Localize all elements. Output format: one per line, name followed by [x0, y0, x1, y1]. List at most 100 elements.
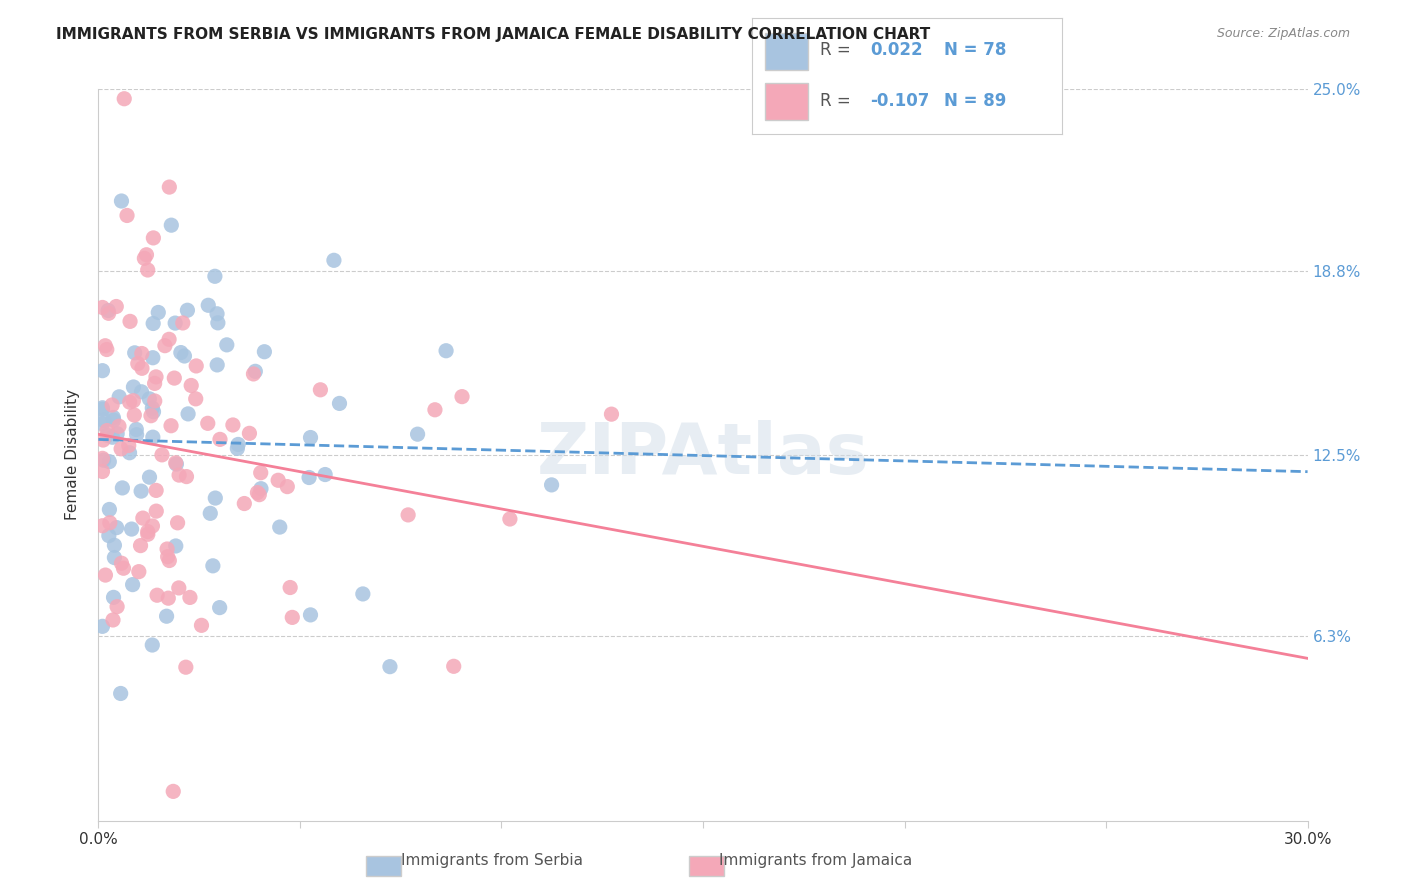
Point	[121, 522, 143, 536]
Point	[128, 565, 150, 579]
Point	[167, 581, 190, 595]
Point	[176, 469, 198, 483]
Point	[146, 588, 169, 602]
Point	[204, 269, 226, 284]
Point	[91, 402, 114, 417]
Point	[157, 180, 180, 194]
Point	[242, 367, 264, 381]
Point	[443, 659, 465, 673]
Point	[215, 338, 238, 352]
Point	[110, 194, 132, 208]
Point	[222, 417, 245, 432]
Point	[101, 430, 124, 444]
Y-axis label: Female Disability: Female Disability	[65, 389, 80, 521]
Point	[111, 481, 134, 495]
Point	[110, 556, 132, 570]
Point	[103, 550, 125, 565]
Point	[160, 218, 183, 232]
Point	[165, 456, 187, 470]
Point	[314, 467, 336, 482]
Point	[142, 317, 165, 331]
Point	[200, 506, 222, 520]
Point	[125, 422, 148, 436]
Point	[156, 549, 179, 564]
Point	[125, 427, 148, 442]
Text: R =: R =	[820, 41, 856, 59]
Point	[281, 610, 304, 624]
Point	[131, 384, 153, 399]
Point	[163, 371, 186, 385]
Point	[600, 407, 623, 421]
Point	[328, 396, 350, 410]
Point	[166, 516, 188, 530]
Point	[378, 659, 401, 673]
Point	[139, 409, 162, 423]
Point	[352, 587, 374, 601]
Point	[142, 351, 165, 365]
Point	[197, 417, 219, 431]
Point	[135, 248, 157, 262]
Text: 0.022: 0.022	[870, 41, 922, 59]
Point	[91, 518, 114, 533]
Point	[142, 231, 165, 245]
Point	[157, 332, 180, 346]
Point	[93, 453, 115, 467]
Point	[197, 298, 219, 312]
Point	[205, 307, 228, 321]
Point	[165, 457, 187, 471]
Point	[208, 600, 231, 615]
Point	[118, 446, 141, 460]
Point	[247, 488, 270, 502]
Point	[165, 539, 187, 553]
Point	[96, 428, 118, 442]
Point	[153, 339, 176, 353]
Point	[434, 343, 457, 358]
Point	[105, 300, 128, 314]
Point	[112, 92, 135, 106]
Point	[132, 511, 155, 525]
Point	[540, 478, 562, 492]
Point	[96, 424, 118, 438]
FancyBboxPatch shape	[765, 83, 808, 120]
Point	[322, 253, 344, 268]
Point	[122, 393, 145, 408]
Point	[124, 408, 146, 422]
Point	[142, 430, 165, 444]
Point	[141, 638, 163, 652]
Point	[97, 303, 120, 318]
Point	[269, 520, 291, 534]
Point	[155, 609, 177, 624]
Point	[96, 343, 118, 357]
Point	[165, 316, 187, 330]
Point	[105, 426, 128, 441]
Point	[141, 519, 163, 533]
Point	[110, 442, 132, 456]
Point	[201, 558, 224, 573]
Point	[170, 345, 193, 359]
Point	[94, 568, 117, 582]
Point	[253, 344, 276, 359]
Point	[177, 407, 200, 421]
Point	[451, 390, 474, 404]
Point	[91, 364, 114, 378]
Point	[98, 455, 121, 469]
Point	[93, 413, 115, 427]
Point	[118, 314, 141, 328]
Point	[172, 316, 194, 330]
Point	[179, 591, 201, 605]
Point	[406, 427, 429, 442]
Point	[309, 383, 332, 397]
Text: -0.107: -0.107	[870, 93, 929, 111]
Text: Immigrants from Serbia: Immigrants from Serbia	[401, 854, 583, 868]
Point	[97, 306, 120, 320]
Point	[160, 418, 183, 433]
Point	[91, 619, 114, 633]
Point	[91, 401, 114, 415]
Point	[98, 516, 121, 530]
Point	[167, 468, 190, 483]
Point	[121, 577, 143, 591]
Text: Immigrants from Jamaica: Immigrants from Jamaica	[718, 854, 912, 868]
Point	[118, 438, 141, 452]
Point	[423, 402, 446, 417]
Point	[131, 346, 153, 360]
